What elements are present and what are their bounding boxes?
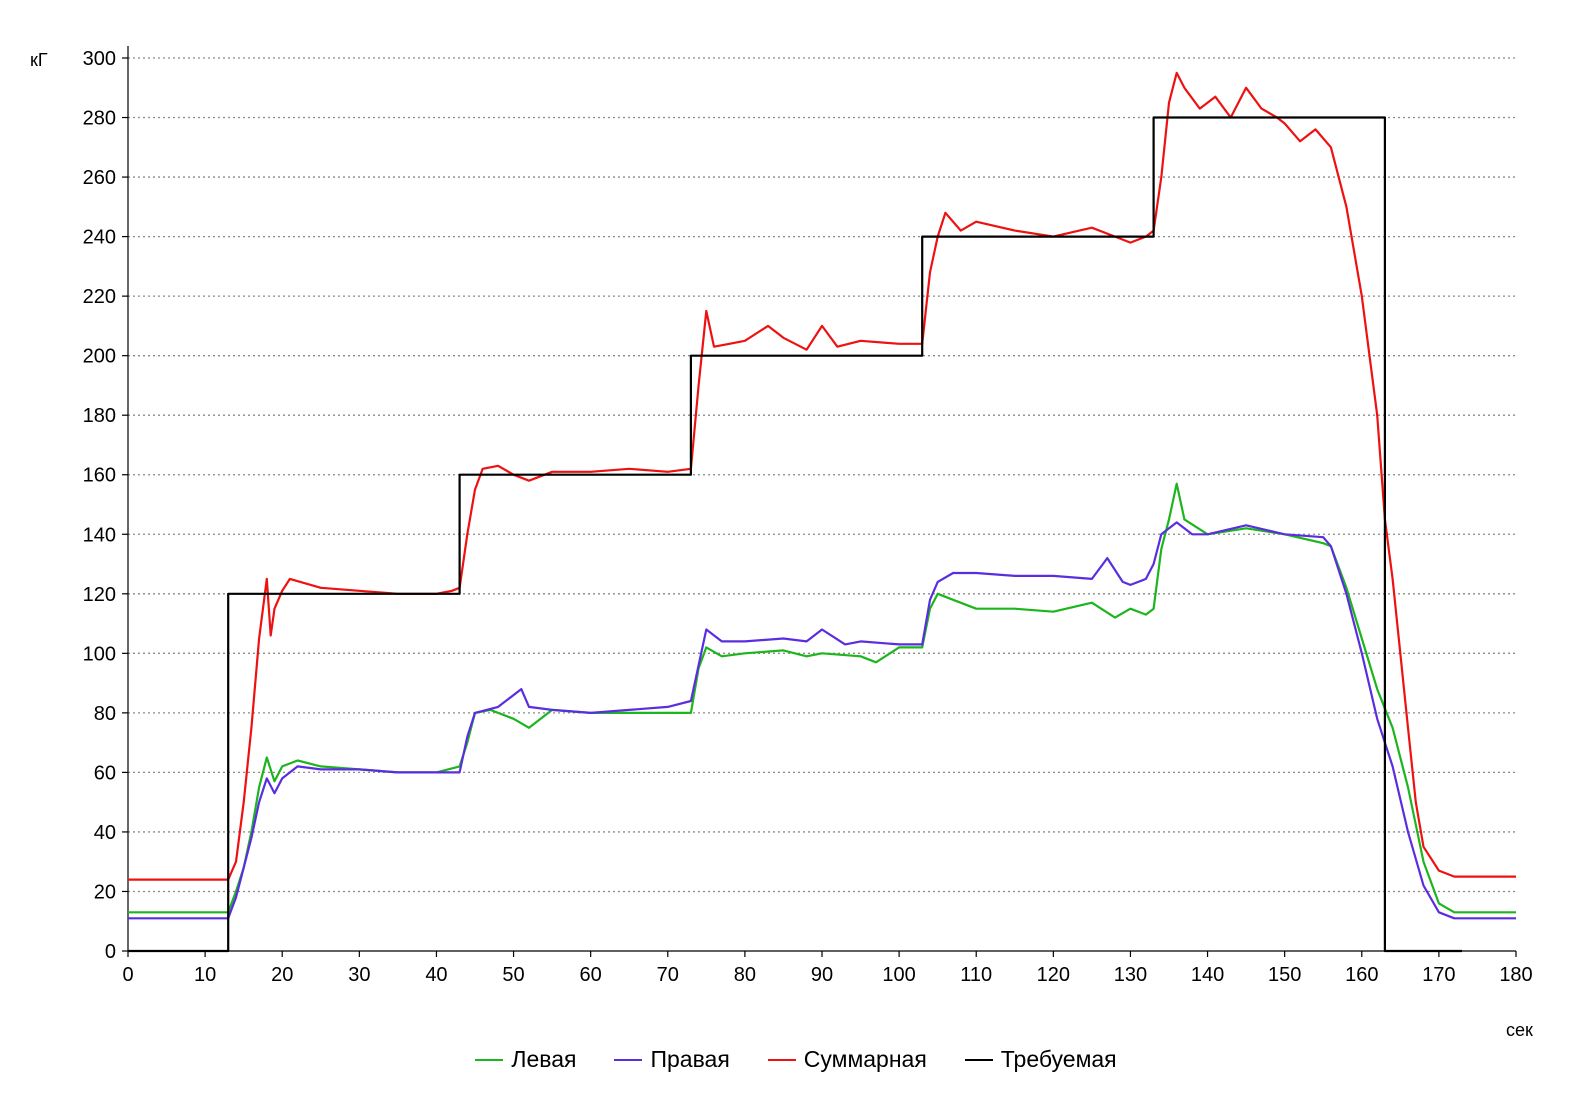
x-tick-label-50: 50 — [502, 964, 524, 986]
legend-item-total: Суммарная — [767, 1046, 927, 1073]
x-tick-label-10: 10 — [194, 964, 216, 986]
legend-swatch-left — [475, 1058, 504, 1061]
x-axis-unit: сек — [1506, 1020, 1533, 1040]
x-tick-label-160: 160 — [1345, 964, 1378, 986]
legend-label-right: Правая — [650, 1046, 730, 1072]
y-tick-label-40: 40 — [94, 822, 116, 844]
legend-label-left: Левая — [511, 1046, 577, 1072]
legend: Левая Правая Суммарная Требуемая — [0, 1046, 1592, 1073]
series-required-line — [128, 116, 1462, 953]
y-tick-label-200: 200 — [83, 346, 116, 368]
x-tick-label-0: 0 — [122, 964, 133, 986]
legend-item-left: Левая — [475, 1046, 576, 1073]
y-tick-label-0: 0 — [105, 941, 116, 963]
x-tick-label-90: 90 — [811, 964, 833, 986]
x-tick-label-30: 30 — [348, 964, 370, 986]
x-tick-label-70: 70 — [657, 964, 679, 986]
legend-label-required: Требуемая — [1000, 1046, 1117, 1072]
y-tick-label-60: 60 — [94, 762, 116, 784]
series-right-line — [128, 521, 1516, 920]
y-tick-label-140: 140 — [83, 524, 116, 546]
y-tick-label-220: 220 — [83, 286, 116, 308]
series-total-line — [128, 71, 1516, 881]
y-tick-label-300: 300 — [83, 48, 116, 70]
axes — [122, 46, 1517, 957]
y-tick-label-260: 260 — [83, 167, 116, 189]
legend-swatch-right — [614, 1058, 643, 1061]
y-tick-label-180: 180 — [83, 405, 116, 427]
legend-item-required: Требуемая — [964, 1046, 1117, 1073]
x-tick-label-150: 150 — [1268, 964, 1301, 986]
y-tick-label-280: 280 — [83, 108, 116, 130]
tick-labels: 0204060801001201401601802002202402602803… — [83, 48, 1533, 986]
y-tick-label-100: 100 — [83, 643, 116, 665]
y-tick-label-160: 160 — [83, 465, 116, 487]
y-axis-unit: кГ — [30, 50, 48, 70]
series-left-line — [128, 482, 1516, 914]
legend-item-right: Правая — [614, 1046, 730, 1073]
x-tick-label-140: 140 — [1191, 964, 1224, 986]
legend-label-total: Суммарная — [803, 1046, 927, 1072]
x-tick-label-130: 130 — [1114, 964, 1147, 986]
line-chart: 0204060801001201401601802002202402602803… — [30, 46, 1533, 1040]
x-tick-label-80: 80 — [734, 964, 756, 986]
y-tick-label-80: 80 — [94, 703, 116, 725]
y-tick-label-120: 120 — [83, 584, 116, 606]
x-tick-label-60: 60 — [580, 964, 602, 986]
legend-swatch-required — [964, 1058, 993, 1061]
x-tick-label-100: 100 — [882, 964, 915, 986]
x-tick-label-110: 110 — [960, 964, 992, 986]
y-tick-label-20: 20 — [94, 881, 116, 903]
x-tick-label-180: 180 — [1499, 964, 1532, 986]
grid-lines — [128, 57, 1516, 893]
x-tick-label-40: 40 — [425, 964, 447, 986]
legend-swatch-total — [767, 1058, 796, 1061]
x-tick-label-20: 20 — [271, 964, 293, 986]
y-tick-label-240: 240 — [83, 227, 116, 249]
x-tick-label-120: 120 — [1037, 964, 1070, 986]
series-lines — [128, 71, 1516, 953]
x-tick-label-170: 170 — [1422, 964, 1455, 986]
